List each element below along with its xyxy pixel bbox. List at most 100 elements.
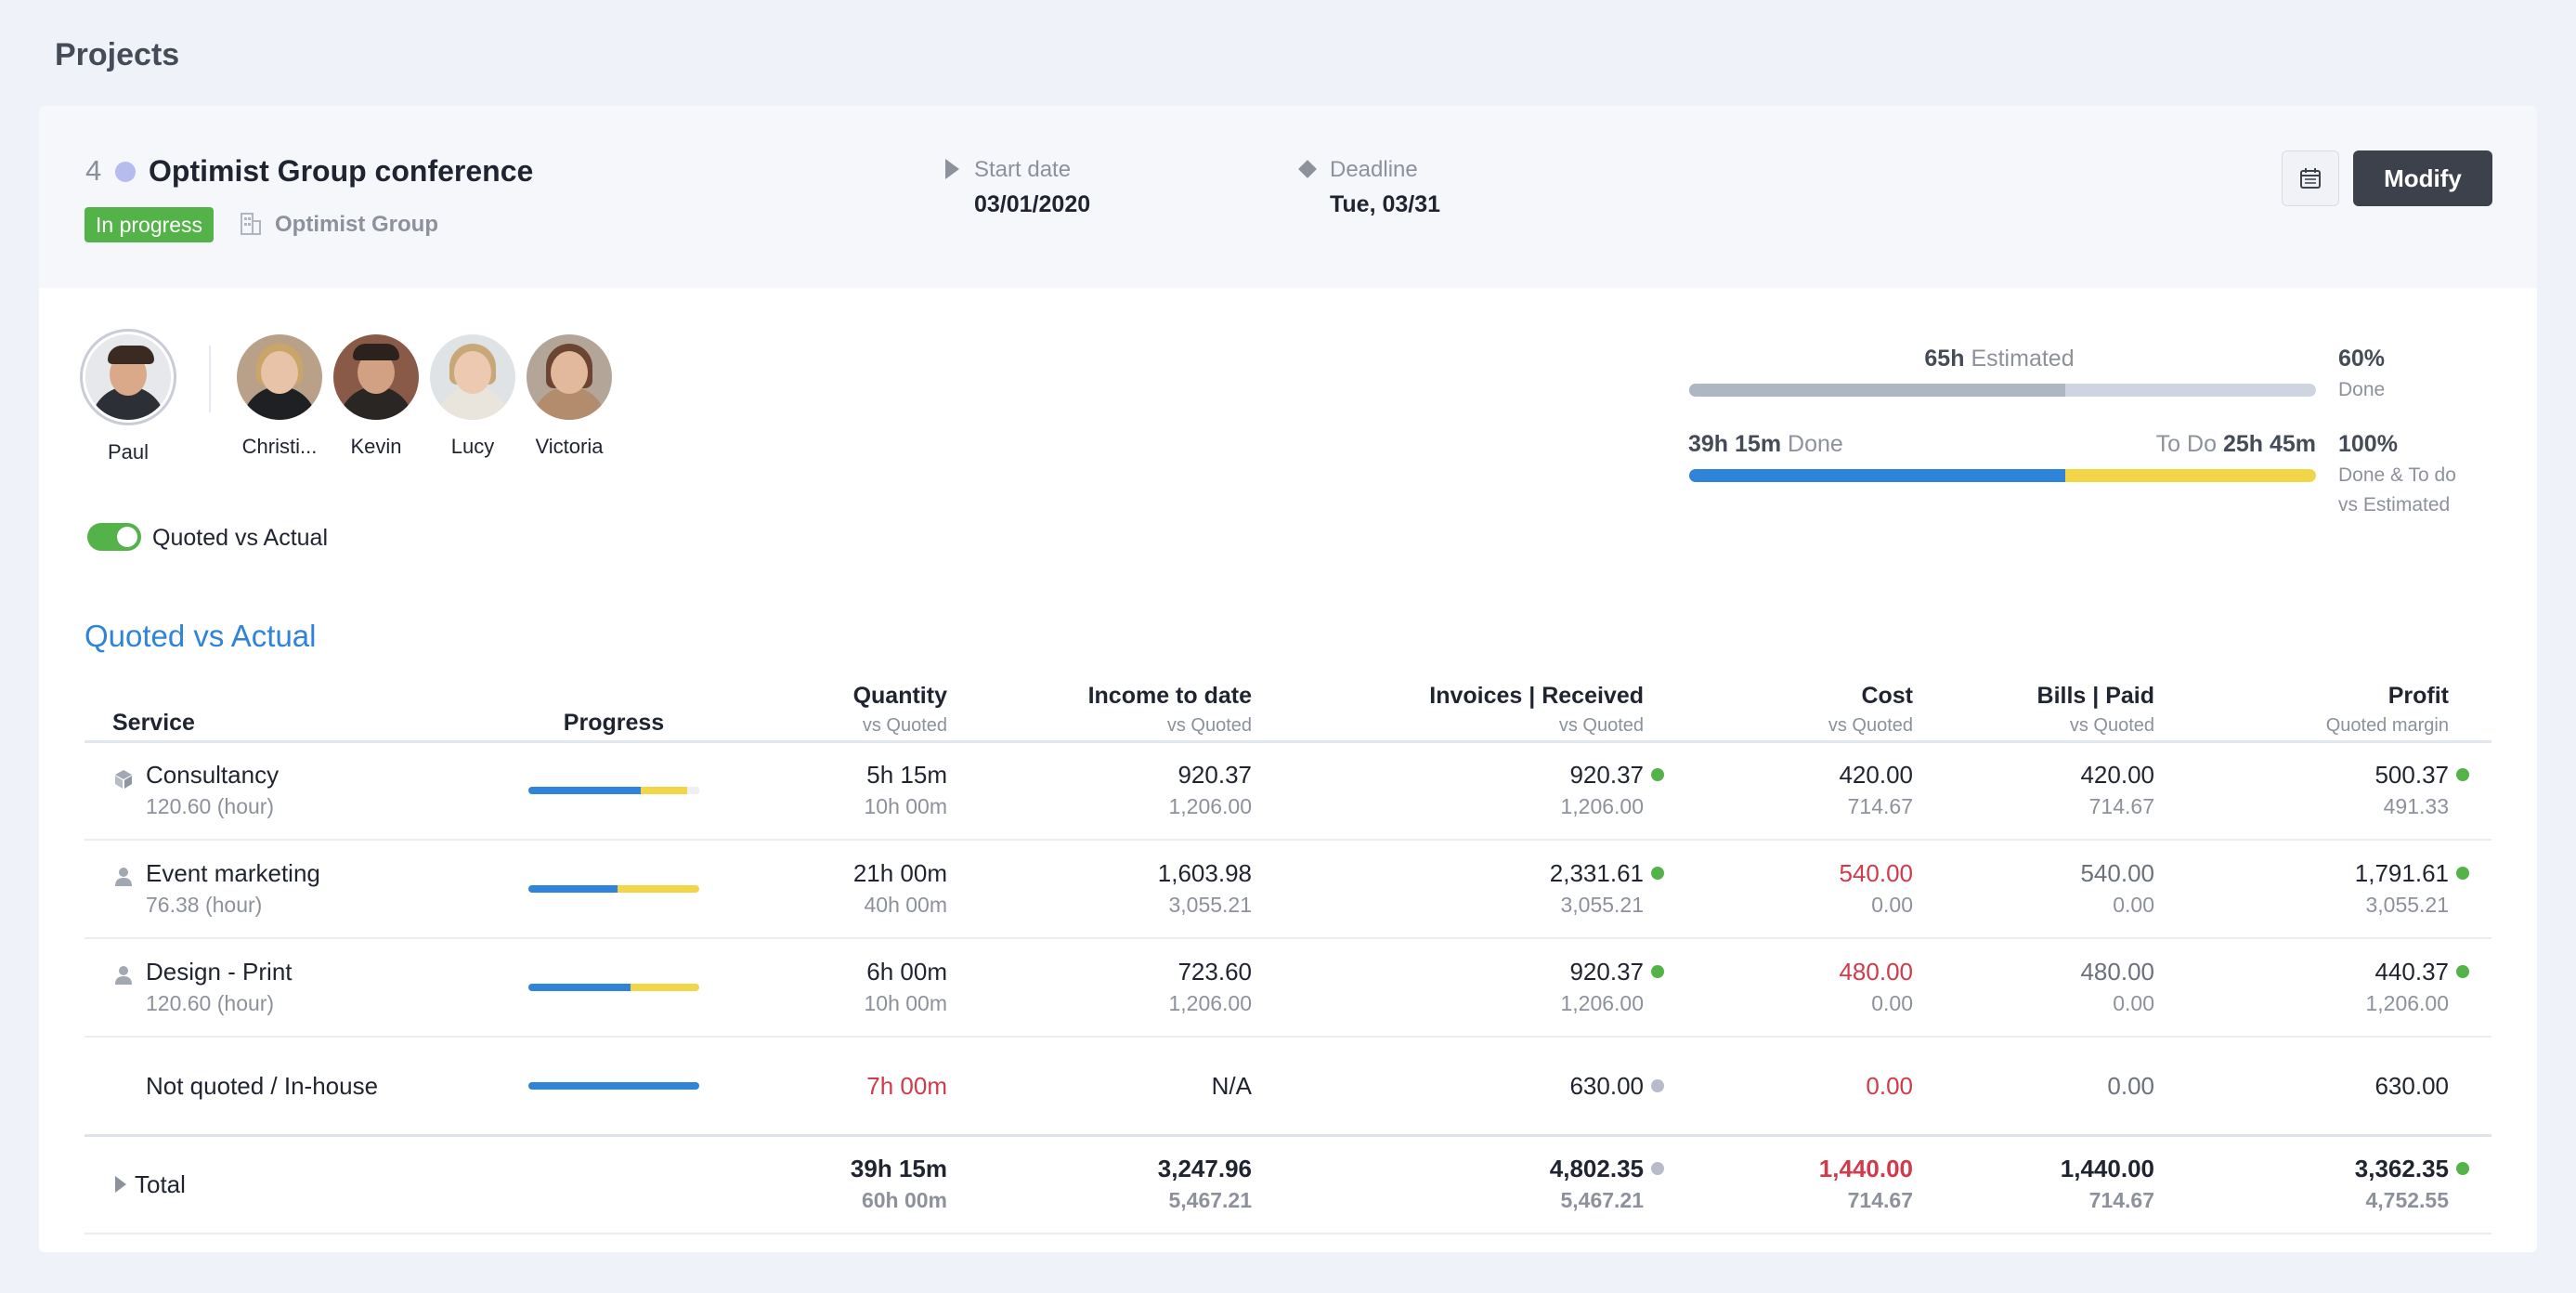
cost-cell: 0.00 — [1866, 1071, 1913, 1100]
total-percent-label-2: vs Estimated — [2338, 494, 2451, 516]
profit-cell: 3,362.35 4,752.55 — [2154, 1135, 2491, 1234]
progress-bar — [528, 984, 699, 991]
quantity-cell: 6h 00m 10h 00m — [864, 958, 947, 1015]
service-name: Consultancy — [146, 761, 280, 790]
avatar — [237, 334, 322, 420]
service-rate: 120.60 (hour) — [146, 991, 275, 1015]
avatar — [430, 334, 515, 420]
todo-label: To Do — [2155, 431, 2217, 457]
col-profit[interactable]: Profit Quoted margin — [2325, 682, 2449, 736]
service-rate: 120.60 (hour) — [146, 794, 275, 819]
member-name: Paul — [107, 440, 150, 464]
done-fill — [1689, 469, 2065, 482]
bills-cell: 480.00 0.00 — [2080, 958, 2154, 1015]
status-dot — [1651, 1162, 1664, 1176]
table-header-row: Service Progress Quantity vs Quoted Incom… — [85, 673, 2491, 741]
invoices-cell: 630.00 — [1252, 1037, 1672, 1135]
member-name: Christi... — [241, 435, 318, 458]
avatar — [333, 334, 419, 420]
person-icon — [115, 966, 132, 985]
profit-cell: 440.37 1,206.00 — [2154, 938, 2491, 1037]
done-todo-progress-bar — [1689, 469, 2316, 482]
progress-cell — [521, 1135, 707, 1234]
bills-cell: 1,440.00 714.67 — [2060, 1155, 2154, 1213]
profit-cell: 1,791.61 3,055.21 — [2154, 840, 2491, 938]
table-row[interactable]: Design - Print 120.60 (hour) 6h 00m 10h 0… — [85, 938, 2491, 1037]
col-cost[interactable]: Cost vs Quoted — [1828, 682, 1913, 736]
start-date-value: 03/01/2020 — [974, 191, 1091, 217]
member-name: Lucy — [450, 435, 495, 458]
estimated-progress-bar — [1689, 384, 2316, 397]
status-dot — [1651, 867, 1664, 880]
col-bills[interactable]: Bills | Paid vs Quoted — [2036, 682, 2154, 736]
col-service[interactable]: Service — [112, 709, 195, 736]
team-member[interactable]: Lucy — [424, 334, 521, 459]
table-row[interactable]: Not quoted / In-house 7h 00m N/A 630.00 … — [85, 1037, 2491, 1135]
service-name: Design - Print — [146, 958, 293, 986]
team-member[interactable]: Victoria — [521, 334, 618, 459]
status-dot — [2456, 965, 2469, 978]
cube-icon — [115, 769, 132, 789]
service-cell: Not quoted / In-house — [85, 1037, 521, 1135]
team-owner[interactable]: Paul — [80, 329, 176, 464]
progress-done — [528, 787, 642, 795]
total-row[interactable]: Total 39h 15m 60h 00m 3,247.96 5,467.21 4,… — [85, 1135, 2491, 1234]
service-name: Not quoted / In-house — [146, 1071, 379, 1100]
income-cell: 723.60 1,206.00 — [1168, 958, 1252, 1015]
table-row[interactable]: Consultancy 120.60 (hour) 5h 15m 10h 00m … — [85, 741, 2491, 840]
col-income[interactable]: Income to date vs Quoted — [1087, 682, 1252, 736]
progress-cell — [521, 741, 707, 840]
progress-cell — [521, 1037, 707, 1135]
expand-caret-icon[interactable] — [115, 1175, 126, 1193]
col-progress[interactable]: Progress — [563, 709, 665, 736]
table-row[interactable]: Event marketing 76.38 (hour) 21h 00m 40h … — [85, 840, 2491, 938]
todo-summary: To Do 25h 45m — [2156, 431, 2316, 458]
progress-bar — [528, 885, 699, 893]
avatar — [80, 329, 176, 425]
col-quantity[interactable]: Quantity vs Quoted — [852, 682, 947, 736]
play-icon — [945, 159, 959, 179]
avatar — [527, 334, 612, 420]
total-label-cell[interactable]: Total — [85, 1135, 521, 1234]
estimated-value: 65h — [1924, 346, 1965, 372]
progress-bar — [528, 787, 699, 795]
bills-cell: 540.00 0.00 — [2080, 859, 2154, 917]
total-percent-label-1: Done & To do — [2338, 464, 2456, 486]
invoices-cell: 920.37 1,206.00 — [1252, 741, 1672, 840]
done-percent-label: Done — [2338, 379, 2386, 400]
estimated-done-fill — [1689, 384, 2065, 397]
status-dot — [1651, 965, 1664, 978]
status-dot — [2456, 1162, 2469, 1176]
total-label: Total — [135, 1170, 186, 1199]
profit-cell: 630.00 — [2374, 1071, 2449, 1100]
income-cell: 920.37 1,206.00 — [1168, 761, 1252, 819]
col-invoices[interactable]: Invoices | Received vs Quoted — [1429, 682, 1644, 736]
quantity-cell: 39h 15m 60h 00m — [850, 1155, 947, 1213]
done-percent: 60% — [2338, 346, 2386, 372]
quantity-cell: 21h 00m 40h 00m — [852, 859, 947, 917]
status-dot — [1651, 1078, 1664, 1092]
quoted-vs-actual-toggle[interactable] — [87, 523, 141, 551]
progress-done — [528, 885, 618, 893]
start-date-label: Start date — [974, 157, 1072, 182]
income-cell: 1,603.98 3,055.21 — [1157, 859, 1252, 917]
bills-cell: 0.00 — [2107, 1071, 2154, 1100]
invoices-cell: 2,331.61 3,055.21 — [1252, 840, 1672, 938]
status-badge: In progress — [85, 207, 215, 242]
member-name: Kevin — [350, 435, 402, 458]
quantity-cell: 5h 15m 10h 00m — [864, 761, 947, 819]
deadline-label: Deadline — [1330, 157, 1418, 182]
cost-cell: 540.00 0.00 — [1839, 859, 1913, 917]
modify-button[interactable]: Modify — [2353, 150, 2492, 206]
estimated-label: Estimated — [1971, 346, 2075, 372]
project-color-dot — [115, 162, 136, 182]
team-member[interactable]: Kevin — [328, 334, 424, 459]
profit-cell: 500.37 491.33 — [2154, 741, 2491, 840]
income-cell: 3,247.96 5,467.21 — [1157, 1155, 1252, 1213]
quantity-cell: 7h 00m — [866, 1071, 947, 1100]
client-name[interactable]: Optimist Group — [275, 212, 438, 237]
income-cell: N/A — [1211, 1071, 1252, 1100]
calendar-button[interactable] — [2282, 150, 2339, 206]
team-member[interactable]: Christi... — [231, 334, 328, 459]
quoted-vs-actual-table: Service Progress Quantity vs Quoted Incom… — [85, 673, 2491, 1234]
